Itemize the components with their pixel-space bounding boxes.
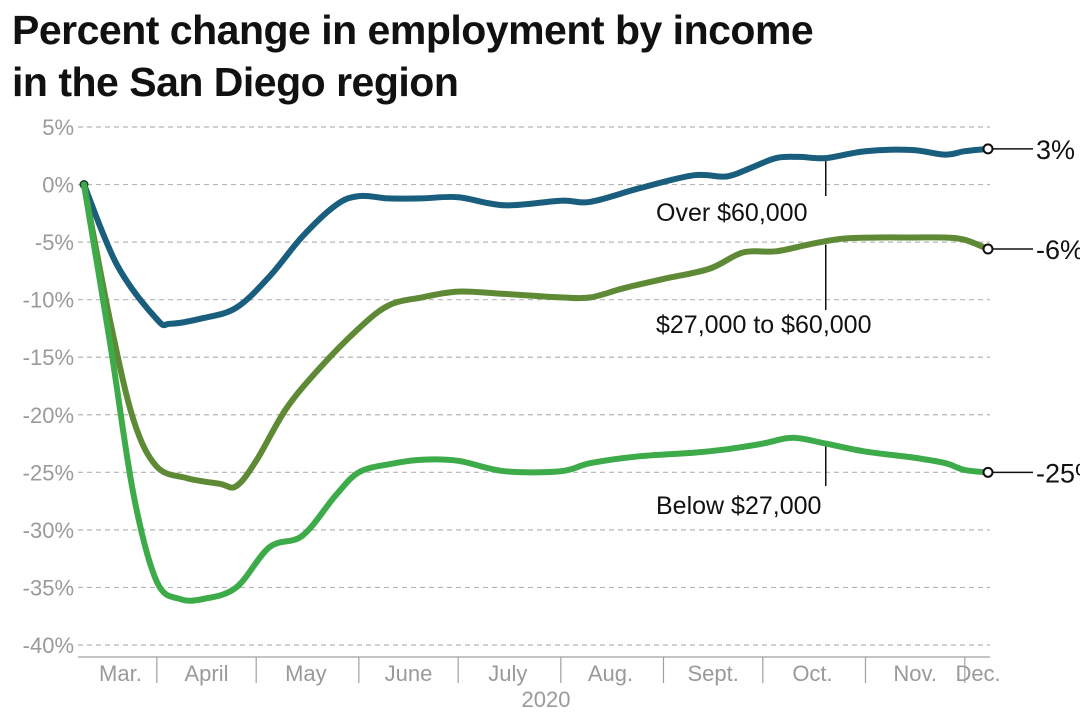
x-tick-label: Dec. — [955, 661, 1000, 686]
y-tick-label: 0% — [42, 173, 74, 198]
x-tick-label: Nov. — [893, 661, 937, 686]
end-value-label-27000-to-60000: -6% — [1036, 235, 1080, 265]
series-labels: 3% Over $60,000 -6% $27,000 to $60,000 -25% B… — [656, 135, 1080, 520]
x-tick-label: Mar. — [99, 661, 142, 686]
end-value-label-below-27000: -25% — [1036, 458, 1080, 488]
series-label-over-60000: Over $60,000 — [656, 199, 808, 227]
y-tick-label: -25% — [23, 460, 74, 485]
y-tick-label: -20% — [23, 403, 74, 428]
y-tick-label: -15% — [23, 345, 74, 370]
chart-title: Percent change in employment by income i… — [12, 4, 1072, 108]
y-tick-label: -30% — [23, 518, 74, 543]
series-line-27000-to-60000 — [81, 181, 991, 491]
end-point-27000-to-60000 — [982, 243, 994, 255]
chart-title-line-1: Percent change in employment by income — [12, 7, 814, 53]
x-tick-label: Aug. — [588, 661, 633, 686]
y-axis-ticks: 5% 0% -5% -10% -15% -20% -25% -30% -35% -40% — [23, 115, 74, 658]
x-tick-label: Oct. — [792, 661, 832, 686]
x-axis-title: 2020 — [522, 687, 571, 712]
x-tick-label: April — [185, 661, 229, 686]
y-tick-label: -5% — [35, 230, 74, 255]
chart-title-line-2: in the San Diego region — [12, 59, 459, 105]
end-point-over-60000 — [982, 143, 994, 155]
x-axis: Mar. April May June July Aug. Sept. Oct. Nov. Dec… — [78, 656, 1001, 712]
y-tick-label: -35% — [23, 575, 74, 600]
x-tick-label: June — [385, 661, 433, 686]
series-line-over-60000 — [81, 145, 991, 329]
series-label-27000-to-60000: $27,000 to $60,000 — [656, 311, 871, 339]
series-line-below-27000 — [81, 181, 991, 604]
x-tick-label: Sept. — [687, 661, 738, 686]
series-label-below-27000: Below $27,000 — [656, 492, 821, 520]
series-lines — [79, 145, 991, 604]
x-tick-label: May — [285, 661, 327, 686]
y-tick-label: -40% — [23, 633, 74, 658]
end-point-below-27000 — [982, 466, 994, 478]
end-value-label-over-60000: 3% — [1036, 135, 1075, 165]
x-tick-label: July — [488, 661, 527, 686]
y-tick-label: -10% — [23, 288, 74, 313]
y-tick-label: 5% — [42, 115, 74, 140]
